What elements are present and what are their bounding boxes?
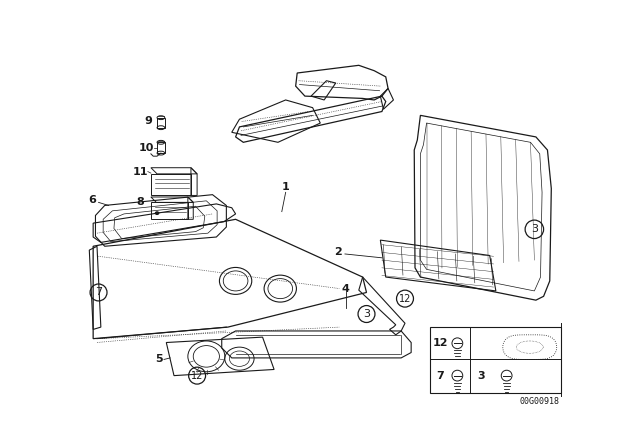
Bar bbox=[157, 118, 164, 128]
Text: 3: 3 bbox=[477, 370, 485, 381]
Text: 12: 12 bbox=[433, 338, 448, 348]
Text: 4: 4 bbox=[342, 284, 349, 293]
Ellipse shape bbox=[155, 211, 159, 215]
Text: 11: 11 bbox=[132, 167, 148, 177]
Text: 10: 10 bbox=[139, 143, 154, 153]
Text: 2: 2 bbox=[334, 247, 342, 258]
Text: 9: 9 bbox=[144, 116, 152, 126]
Text: 5: 5 bbox=[155, 354, 163, 365]
Text: 12: 12 bbox=[399, 293, 411, 304]
Bar bbox=[429, 327, 561, 392]
Text: 12: 12 bbox=[191, 370, 204, 381]
Text: 3: 3 bbox=[531, 224, 538, 234]
Text: 7: 7 bbox=[95, 288, 102, 297]
Text: 6: 6 bbox=[88, 195, 96, 205]
Text: 7: 7 bbox=[436, 370, 444, 381]
Text: 1: 1 bbox=[282, 182, 289, 192]
Bar bbox=[157, 142, 164, 153]
Text: 8: 8 bbox=[136, 197, 144, 207]
Text: 3: 3 bbox=[363, 309, 370, 319]
Text: 00G00918: 00G00918 bbox=[519, 397, 559, 406]
